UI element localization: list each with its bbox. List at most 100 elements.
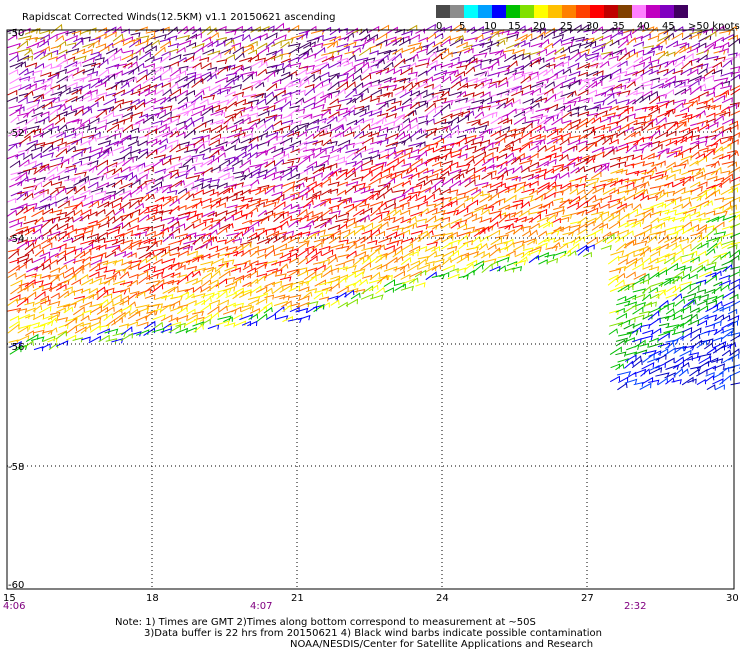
wind-barb [111,338,124,344]
wind-barb [72,119,83,125]
wind-barb [55,307,66,313]
wind-barb [134,291,146,299]
wind-barb [391,122,404,131]
wind-barb [239,57,253,63]
wind-barb [431,90,445,97]
wind-barb [48,342,59,351]
wind-barb [120,82,130,89]
wind-barb [690,185,703,193]
wind-barb [234,320,247,327]
wind-barb [679,45,692,54]
wind-barb [358,278,369,286]
wind-barb [520,71,534,77]
wind-barb [458,241,469,250]
wind-barb [721,173,733,183]
wind-barb [584,217,597,224]
wind-barb [241,45,254,54]
wind-barb [97,166,109,176]
wind-barb [422,92,434,98]
wind-barb [161,279,175,286]
wind-barb [343,41,357,48]
wind-barb [336,198,348,208]
wind-barb [146,138,158,144]
wind-barb [512,202,524,208]
wind-barb [39,29,51,36]
wind-barb [609,156,622,162]
wind-barb [633,381,644,387]
wind-barb [456,41,468,48]
wind-barb [458,144,468,151]
wind-barb [608,138,619,145]
wind-barb [425,207,438,215]
wind-barb [24,28,39,35]
wind-barb [713,56,726,62]
wind-barb [344,289,355,298]
wind-barb [137,321,149,327]
wind-barb [551,146,562,152]
wind-barb [690,171,704,179]
wind-barb [368,43,383,49]
wind-barb [162,264,173,270]
wind-barb [39,163,50,169]
wind-barb [264,32,278,41]
wind-barb [224,222,234,230]
wind-barb [487,243,497,251]
wind-barb [55,35,65,42]
wind-barb [498,204,510,211]
wind-barb [377,49,392,56]
wind-barb [313,81,324,90]
wind-barb [688,75,702,82]
wind-barb [466,118,481,125]
wind-barb [607,198,621,204]
wind-barb [335,218,349,224]
wind-barb [535,97,548,103]
wind-barb [666,285,677,293]
wind-barb [128,292,138,300]
wind-barb [273,119,283,127]
wind-barb [591,202,601,210]
wind-barb [441,132,452,140]
wind-barb [322,36,337,42]
wind-barb [615,363,625,371]
wind-barb [206,267,217,273]
wind-barb [512,53,524,60]
wind-barb [234,203,249,210]
wind-barb [434,258,445,264]
wind-barb [649,245,661,253]
wind-barb [728,364,740,370]
wind-barb [79,214,90,222]
wind-barb [546,138,558,145]
wind-barb [336,160,348,166]
wind-barb [537,145,547,153]
wind-barb [374,244,385,252]
wind-barb [670,236,682,244]
wind-barb [424,156,437,165]
wind-barb [105,161,118,169]
wind-barb [191,116,204,124]
wind-barb [487,111,498,117]
wind-barb [295,182,305,189]
wind-barb [426,45,439,56]
wind-barb [402,81,413,90]
wind-barb [553,74,568,81]
wind-barb [98,27,108,33]
wind-barb [521,225,531,231]
wind-barb [112,331,127,338]
wind-barb [200,62,212,70]
wind-barb [74,326,87,334]
wind-barb [433,118,447,125]
wind-barb [640,174,652,180]
wind-barb [42,63,53,70]
wind-barb [97,215,110,224]
wind-barb [39,251,51,257]
wind-barb [529,34,544,42]
wind-barb [703,74,715,81]
wind-barb [497,81,509,88]
wind-barb [224,276,236,282]
wind-barb [728,124,739,131]
wind-barb [255,227,265,233]
wind-barb [32,132,44,138]
wind-barb [664,372,676,379]
wind-barb [78,83,91,90]
wind-barb [718,177,731,188]
